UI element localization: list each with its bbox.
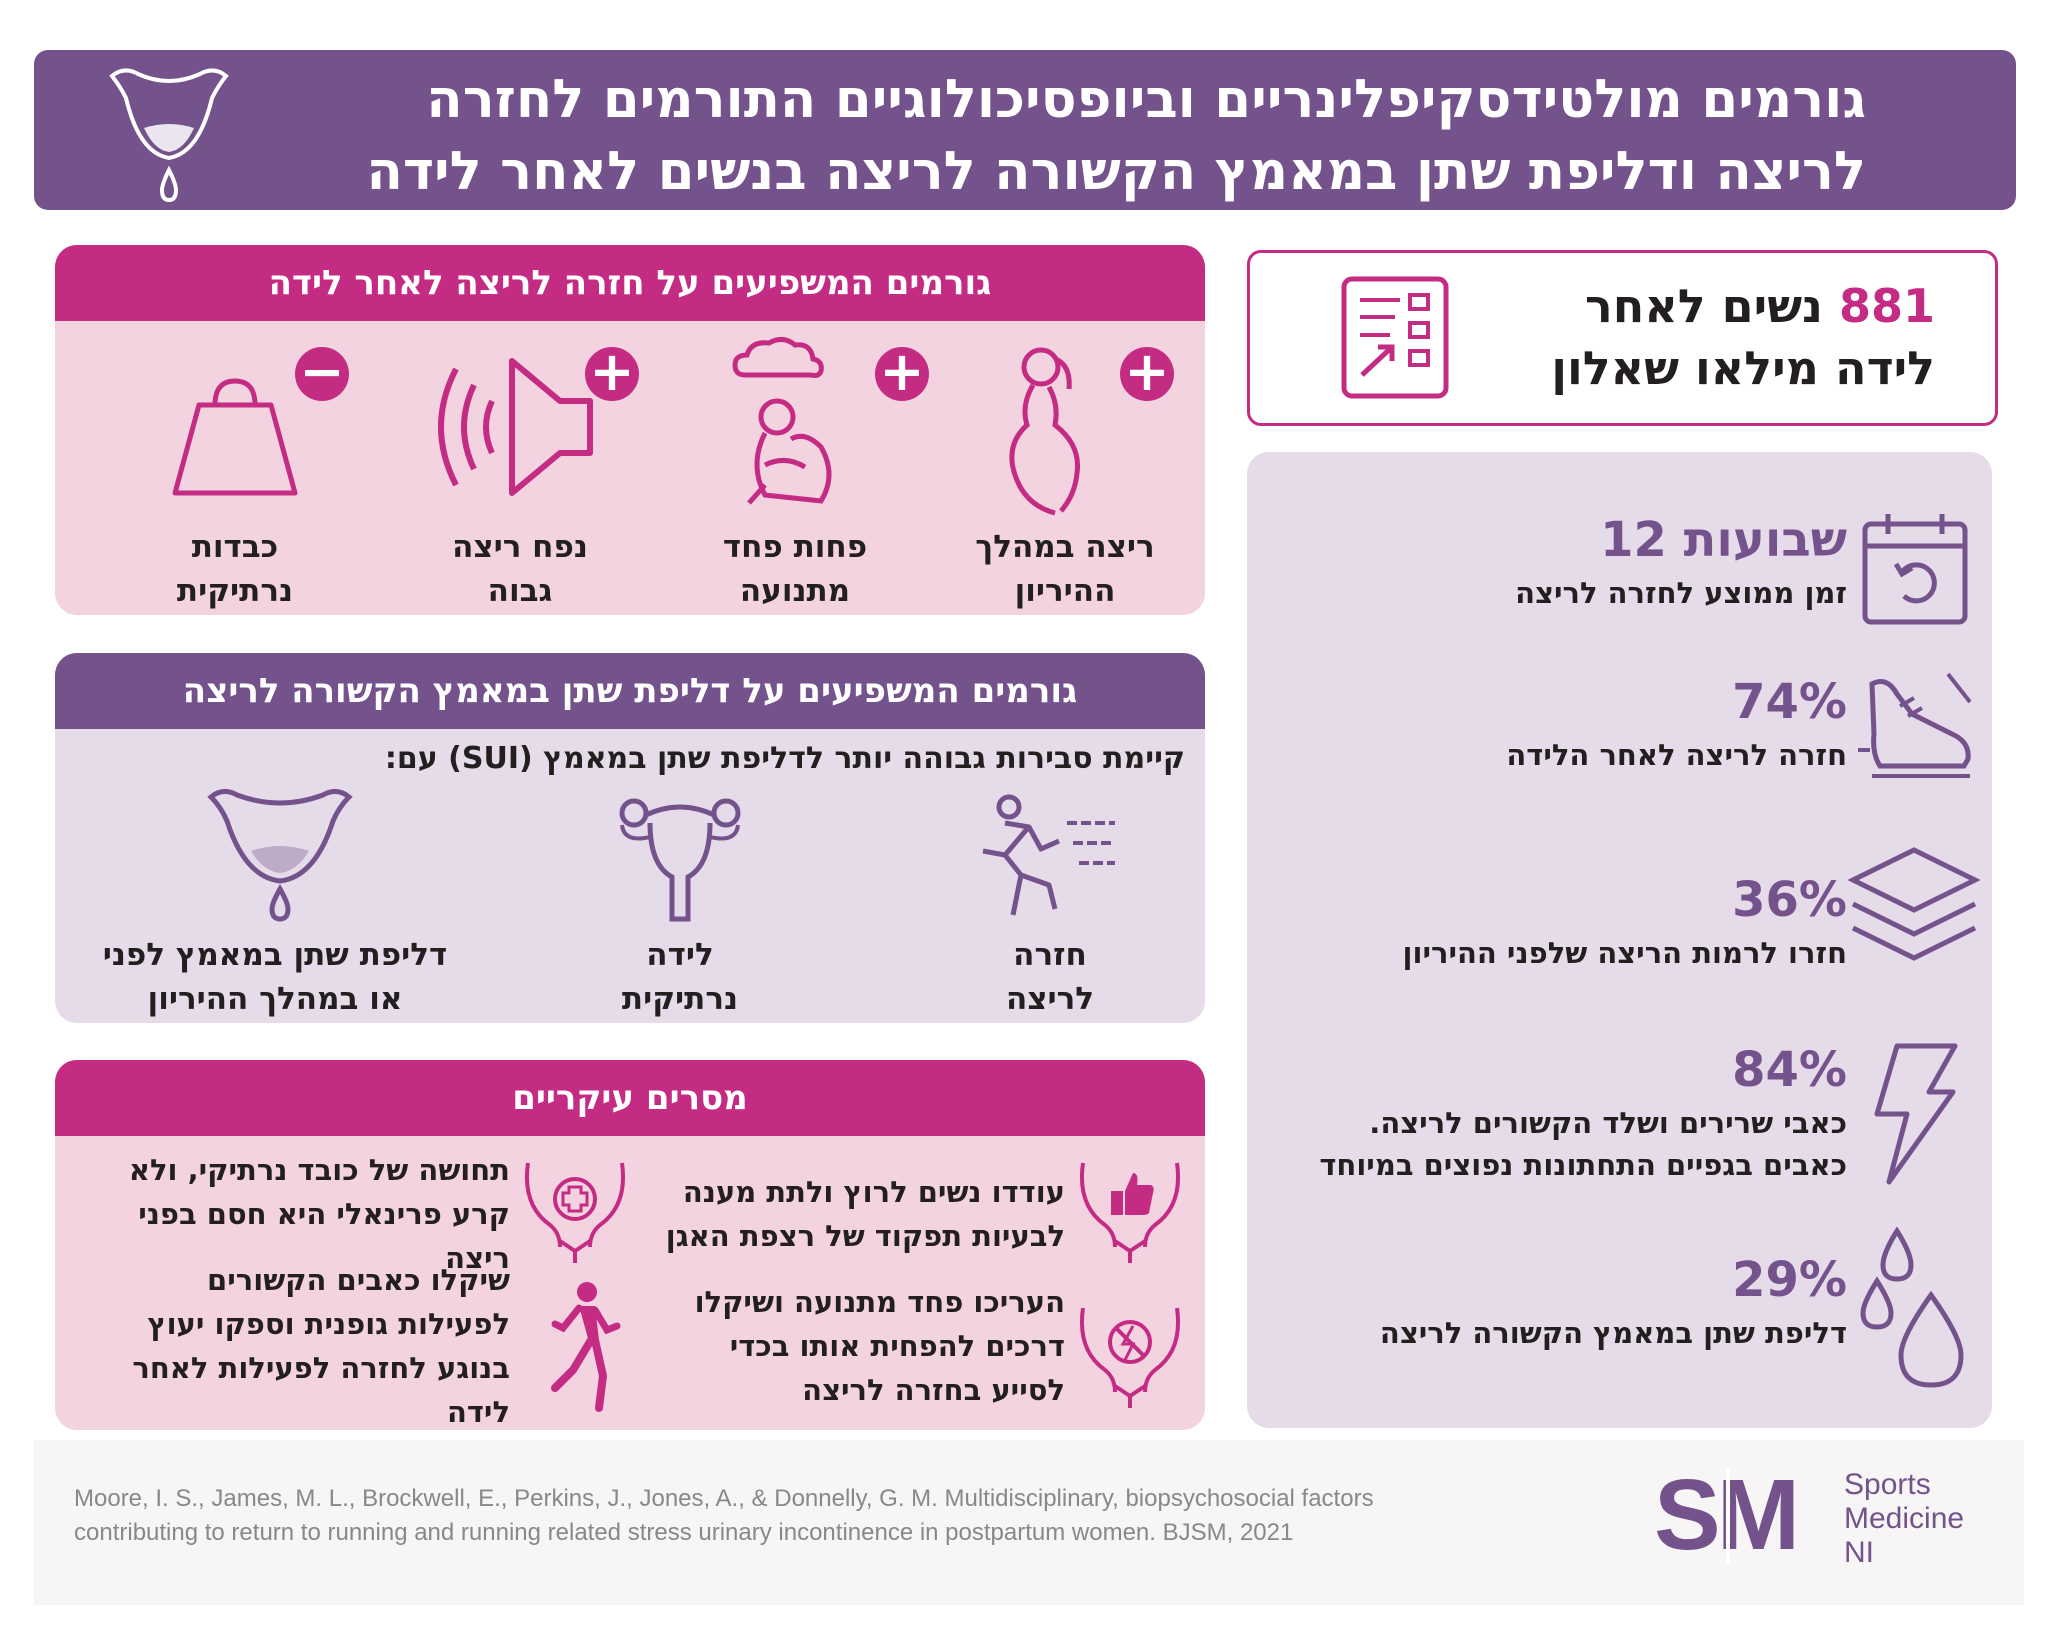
rtr-factor-label: נפח ריצה גבוה — [452, 529, 588, 609]
bladder-leak-icon — [207, 789, 353, 922]
stat-label: זמן ממוצע לחזרה לריצה — [1515, 576, 1847, 610]
rtr-factor-label: כבדות נרתיקית — [176, 529, 294, 609]
key-message-text: תחושה של כובד נרתיקי, ולא קרע פרינאלי הי… — [128, 1153, 510, 1275]
sui-factor-label: לידה נרתיקית — [621, 937, 739, 1017]
pelvis-medical-icon — [525, 1162, 625, 1263]
uterus-icon — [619, 798, 741, 922]
plus-icon: + — [1120, 345, 1174, 401]
stat-item: 36% חזרו לרמות הריצה שלפני ההיריון — [1247, 847, 1992, 1002]
key-message-text: עודדו נשים לרוץ ולתת מענה לבעיות תפקוד ש… — [665, 1175, 1065, 1253]
rtr-factors-title: גורמים המשפיעים על חזרה לריצה לאחר לידה — [55, 245, 1205, 321]
rtr-factors-panel: גורמים המשפיעים על חזרה לריצה לאחר לידה … — [55, 245, 1205, 615]
weight-icon — [172, 378, 298, 496]
stat-label: דליפת שתן במאמץ הקשורה לריצה — [1379, 1316, 1847, 1350]
stat-item: 12 שבועות זמן ממוצע לחזרה לריצה — [1247, 512, 1992, 642]
pregnant-woman-icon — [1009, 347, 1081, 516]
key-messages-title: מסרים עיקריים — [55, 1060, 1205, 1136]
rtr-factor-item: + ריצה במהלך ההיריון — [945, 335, 1185, 615]
rtr-factor-label: ריצה במהלך ההיריון — [975, 529, 1155, 609]
footer: Moore, I. S., James, M. L., Brockwell, E… — [34, 1440, 2024, 1605]
survey-number: 881 — [1838, 279, 1935, 333]
logo-divider — [1726, 1468, 1730, 1564]
stat-item: 74% חזרה לריצה לאחר הלידה — [1247, 672, 1992, 804]
citation: Moore, I. S., James, M. L., Brockwell, E… — [74, 1485, 1374, 1546]
title-line-2: לריצה ודליפת שתן במאמץ הקשורה לריצה בנשי… — [366, 141, 1866, 202]
stat-label-2: כאבים בגפיים התחתונות נפוצים במיוחד — [1319, 1148, 1847, 1182]
key-message-text: העריכו פחד מתנועה ושיקלו דרכים להפחית או… — [694, 1285, 1065, 1407]
stat-value: 12 שבועות — [1600, 512, 1847, 568]
rtr-factor-item: + פחות פחד מתנועה — [675, 335, 929, 615]
runner-woman-icon — [551, 1282, 621, 1412]
sui-factor-label: חזרה לריצה — [1005, 937, 1095, 1017]
sui-factors-panel: גורמים המשפיעים על דליפת שתן במאמץ הקשור… — [55, 653, 1205, 1023]
bladder-leak-icon — [109, 68, 229, 203]
sui-factor-label: דליפת שתן במאמץ לפני או במהלך ההיריון — [102, 937, 448, 1017]
sui-factor-item: דליפת שתן במאמץ לפני או במהלך ההיריון — [65, 783, 485, 1023]
stats-panel: 12 שבועות זמן ממוצע לחזרה לריצה 74% חזרה… — [1247, 452, 1992, 1428]
plus-icon: + — [585, 345, 639, 401]
stat-value: 29% — [1732, 1252, 1847, 1308]
volume-speaker-icon — [438, 358, 593, 496]
header-banner: גורמים מולטידסקיפלינריים וביופסיכולוגיים… — [34, 50, 2016, 210]
stat-label: חזרו לרמות הריצה שלפני ההיריון — [1402, 936, 1847, 970]
survey-box: 881 נשים לאחר לידה מילאו שאלון — [1247, 250, 1998, 426]
page-title: גורמים מולטידסקיפלינריים וביופסיכולוגיים… — [266, 64, 1866, 208]
logo-text: Sports Medicine NI — [1844, 1468, 1965, 1569]
calendar-icon — [1862, 514, 1968, 625]
droplets-icon — [1860, 1227, 1964, 1388]
sui-factors-title: גורמים המשפיעים על דליפת שתן במאמץ הקשור… — [55, 653, 1205, 729]
plus-icon: + — [875, 345, 929, 401]
stat-item: 29% דליפת שתן במאמץ הקשורה לריצה — [1247, 1227, 1992, 1388]
running-shoe-icon — [1858, 672, 1972, 778]
key-message-text: שיקלו כאבים הקשורים לפעילות גופנית וספקו… — [132, 1263, 510, 1429]
pelvis-no-fear-icon — [1080, 1307, 1180, 1408]
sui-factor-item: חזרה לריצה — [925, 783, 1175, 1023]
logo-letters: SM — [1654, 1459, 1800, 1571]
layers-icon — [1847, 847, 1981, 961]
stat-value: 36% — [1732, 872, 1847, 928]
sui-intro: קיימת סבירות גבוהה יותר לדליפת שתן במאמץ… — [384, 741, 1185, 776]
stat-value: 84% — [1732, 1042, 1847, 1098]
rtr-factor-item: + נפח ריצה גבוה — [410, 335, 650, 615]
stat-value: 74% — [1732, 674, 1847, 730]
key-messages-panel: מסרים עיקריים עודדו נשים לרוץ ולתת מענה … — [55, 1060, 1205, 1430]
questionnaire-icon — [1341, 276, 1449, 399]
sui-factor-item: לידה נרתיקית — [555, 783, 805, 1023]
lightning-icon — [1874, 1043, 1958, 1185]
running-person-icon — [982, 794, 1115, 916]
stat-label: כאבי שרירים ושלד הקשורים לריצה. — [1369, 1106, 1847, 1140]
title-line-1: גורמים מולטידסקיפלינריים וביופסיכולוגיים… — [426, 69, 1866, 130]
survey-text: 881 נשים לאחר לידה מילאו שאלון — [1551, 279, 1935, 395]
rtr-factor-label: פחות פחד מתנועה — [722, 529, 868, 609]
stat-item: 84% כאבי שרירים ושלד הקשורים לריצה. כאבי… — [1247, 1042, 1992, 1202]
rtr-factor-item: − כבדות נרתיקית — [115, 335, 375, 615]
pelvis-thumbs-up-icon — [1080, 1162, 1180, 1263]
anxious-person-icon — [732, 337, 832, 505]
minus-icon: − — [295, 345, 349, 401]
stat-label: חזרה לריצה לאחר הלידה — [1506, 738, 1847, 772]
sports-medicine-logo: SM Sports Medicine NI — [1654, 1460, 1994, 1580]
